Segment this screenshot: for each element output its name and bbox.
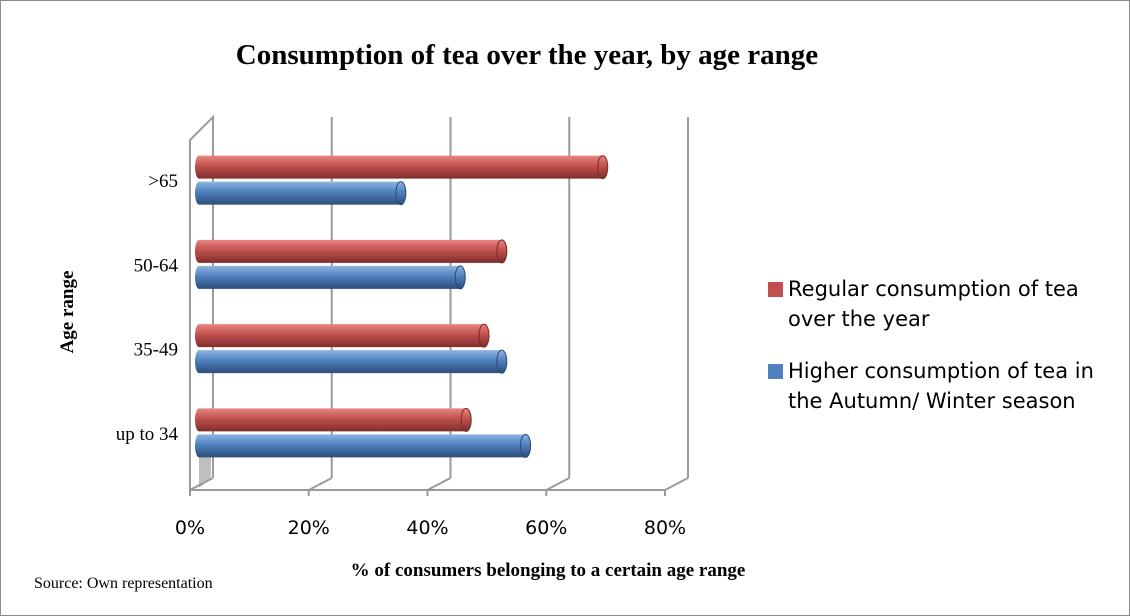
y-tick-label: >65 <box>148 171 178 192</box>
x-tick-label: 20% <box>288 517 330 539</box>
legend-swatch <box>768 282 783 297</box>
x-axis-title: % of consumers belonging to a certain ag… <box>351 560 746 581</box>
source-note: Source: Own representation <box>34 575 213 592</box>
bar-regular <box>195 407 472 432</box>
y-tick-labels: up to 34 35-49 50-64 >65 <box>116 171 179 445</box>
x-tick-label: 80% <box>644 517 686 539</box>
bar-higher <box>195 265 466 290</box>
y-axis-title: Age range <box>57 271 78 354</box>
y-tick-label: 50-64 <box>134 255 179 276</box>
y-tick-label: 35-49 <box>134 340 178 361</box>
x-tick-label: 40% <box>406 517 448 539</box>
bars <box>195 155 609 458</box>
legend-item: Regular consumption of tea over the year <box>768 277 1079 331</box>
y-tick-label: up to 34 <box>116 424 179 445</box>
floor-gridline <box>664 477 689 491</box>
legend-item: Higher consumption of tea in the Autumn/ … <box>768 359 1094 413</box>
floor-gridline <box>308 477 333 491</box>
floor-gridline <box>427 477 451 491</box>
bar-regular <box>195 239 508 264</box>
bar-regular <box>195 323 490 348</box>
bar-higher <box>195 433 532 458</box>
x-tick-label: 60% <box>525 517 567 539</box>
bar-higher <box>195 181 407 206</box>
legend-label: Regular consumption of tea over the year <box>788 277 1079 331</box>
legend-swatch <box>768 364 783 379</box>
bar-regular <box>195 155 609 180</box>
floor-gridline <box>189 477 214 491</box>
floor-gridline <box>545 477 570 491</box>
legend: Regular consumption of tea over the year H… <box>768 277 1094 413</box>
legend-label: Higher consumption of tea in the Autumn/ … <box>788 359 1094 413</box>
x-tick-label: 0% <box>175 517 205 539</box>
bar-higher <box>195 349 508 374</box>
chart-title: Consumption of tea over the year, by age… <box>236 39 819 71</box>
x-tick-labels: 0% 20% 40% 60% 80% <box>175 517 686 539</box>
